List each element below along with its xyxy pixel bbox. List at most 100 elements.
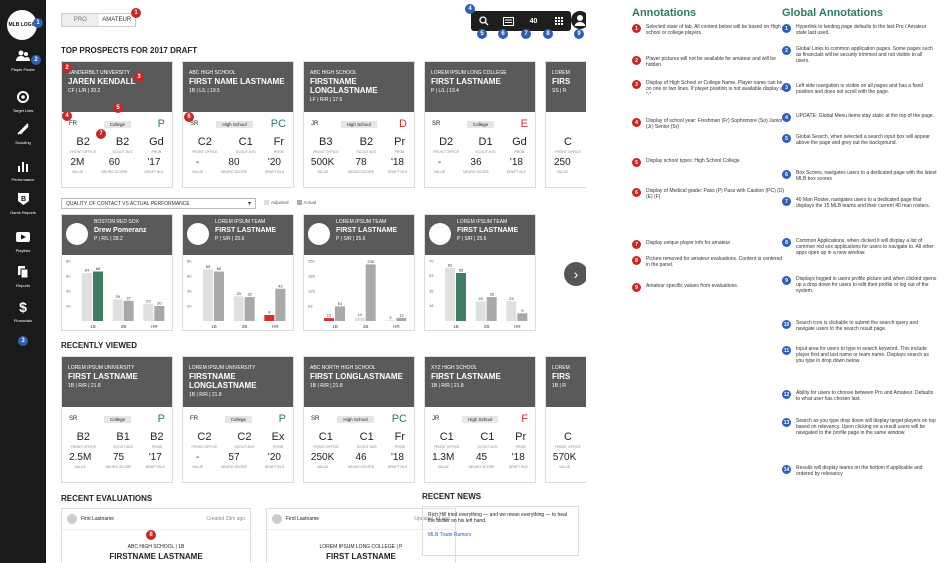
news-link[interactable]: MLB Trade Rumors: [428, 532, 472, 538]
prospect-card[interactable]: ABC HIGH SCHOOL FIRST NAME LASTNAME 1B | L…: [182, 61, 294, 188]
scout-avatar: [272, 514, 282, 524]
profile-avatar[interactable]: [571, 11, 586, 29]
tab-amateur[interactable]: AMATEUR: [98, 14, 135, 26]
prospect-card[interactable]: LOREM IPSUM LONG COLLEGE FIRST LASTNAME P …: [424, 61, 536, 188]
nav-player-finder[interactable]: Player Finder 2: [0, 47, 46, 72]
roster-icon[interactable]: 40: [529, 17, 538, 25]
prospect-card[interactable]: VANDERBILT UNIVERSITY JAREN KENDALL CF | L…: [61, 61, 173, 188]
player-name[interactable]: FIRSTNAME LONGLASTNAME: [310, 77, 378, 95]
performance-card[interactable]: LOREM IPSUM TEAM FIRST LASTNAME P | S/R | …: [182, 214, 294, 331]
grade-label: SCOUT AVG: [356, 445, 377, 449]
metric-label: VALUE: [316, 170, 329, 174]
metric-label: DRAFT BLS: [264, 465, 285, 469]
player-name[interactable]: FIRST LASTNAME: [431, 77, 501, 86]
nav-performance[interactable]: Performance: [0, 157, 46, 182]
nav-scouting[interactable]: Scouting: [0, 120, 46, 145]
nav-financials[interactable]: $ Financials: [0, 298, 46, 323]
chart-metric-select[interactable]: QUALITY OF CONTACT VS ACTUAL PERFORMANCE…: [61, 198, 256, 209]
annotation-badge: 1: [33, 18, 43, 28]
prospect-card[interactable]: ABC NORTH HIGH SCHOOL FIRST LONGLASTNAME 1…: [303, 356, 415, 483]
annotation-item: 3 Left side navigation is visible on all …: [782, 83, 937, 95]
evaluation-grades: C2 FRONT OFFICE C2 SCOUT AVG Ex PROB: [183, 431, 293, 449]
player-name[interactable]: FIRST LASTNAME: [215, 227, 277, 234]
player-meta: P | S/R | 25.6: [215, 236, 245, 242]
evaluation-card[interactable]: First Lastname Created 23m ago ABC HIGH SC…: [61, 508, 251, 563]
annotation-text: Ability for users to choose between Pro …: [796, 390, 934, 402]
grade-label: SCOUT AVG: [235, 150, 256, 154]
prospect-card[interactable]: LOREM IPSUM UNIVERSITY FIRSTNAME LONGLAST…: [182, 356, 294, 483]
data-label: 64: [85, 268, 90, 273]
player-name[interactable]: FIRST LONGLASTNAME: [310, 372, 403, 381]
card-header: LOREM IPSUM UNIVERSITY FIRSTNAME LONGLAST…: [183, 357, 293, 407]
grade-value: C1: [318, 431, 333, 443]
grade-cell: D1 SCOUT AVG: [476, 136, 496, 154]
users-icon: [0, 47, 46, 65]
metric-value: 1.3M: [432, 452, 455, 463]
player-meta: P | S/R | 25.6: [336, 236, 366, 242]
grade-cell: D2 FRONT OFFICE: [433, 136, 459, 154]
grade-label: SCOUT AVG: [234, 445, 255, 449]
grade-label: FRONT OFFICE: [312, 150, 339, 154]
player-name[interactable]: Drew Pomeranz: [94, 227, 147, 234]
annotation-item: 9 Amateur specific values from evaluation…: [632, 283, 787, 292]
annotation-item: 8 Common Applications, when clicked it wi…: [782, 238, 937, 256]
evaluation-card[interactable]: First Lastname Updated 1d ago LOREM IPSUM …: [266, 508, 456, 563]
search-icon[interactable]: [476, 16, 492, 26]
bar-1B-actual: [214, 271, 224, 321]
team-name: LOREM IPSUM TEAM: [336, 219, 387, 225]
grade-cell: B2 PROB: [150, 431, 163, 449]
player-name[interactable]: FIRST LASTNAME: [431, 372, 501, 381]
annotation-badge: 7: [96, 129, 106, 139]
annotation-text: Input area for users to type in search k…: [796, 346, 929, 364]
player-name[interactable]: FIRSTNAME LONGLASTNAME: [189, 372, 257, 390]
nav-game-reports[interactable]: B Game Reports: [0, 190, 46, 215]
player-name[interactable]: FIRST LASTNAME: [336, 227, 398, 234]
pro-amateur-toggle[interactable]: PRO AMATEUR: [61, 13, 136, 27]
player-name[interactable]: FIRST LASTNAME: [457, 227, 519, 234]
data-label: 9: [521, 308, 524, 313]
prospect-card[interactable]: ABC HIGH SCHOOL FIRSTNAME LONGLASTNAME LF …: [303, 61, 415, 188]
metric-cell: 250 VALUE: [554, 157, 571, 174]
nav-reports[interactable]: Reports: [0, 263, 46, 288]
performance-card[interactable]: LOREM IPSUM TEAM FIRST LASTNAME P | S/R | …: [424, 214, 536, 331]
player-name[interactable]: JAREN KENDALL: [68, 77, 136, 86]
school-year: JR: [311, 121, 319, 127]
player-meta: 1B | R/R | 21.8: [310, 383, 343, 389]
metric-label: VALUE: [556, 170, 568, 174]
next-circle-button[interactable]: ›: [564, 262, 586, 286]
data-label: 62: [448, 262, 453, 267]
value-metrics: 250VALUENEURO SCOREDRAFT BLS: [546, 157, 586, 174]
performance-card[interactable]: LOREM IPSUM TEAM FIRST LASTNAME P | S/R | …: [303, 214, 415, 331]
nav-playlists[interactable]: Playlists: [0, 228, 46, 253]
metric-value: 45: [475, 452, 488, 463]
evaluation-grades: C1 FRONT OFFICE C1 SCOUT AVG Pr PROB: [425, 431, 535, 449]
player-name[interactable]: FIRS: [552, 372, 571, 381]
nav-target-lists[interactable]: Target Lists: [0, 88, 46, 113]
player-name[interactable]: FIRST NAME LASTNAME: [189, 77, 285, 86]
news-card[interactable]: Rich Hill tried everything — and we mean…: [422, 506, 579, 556]
eval-player[interactable]: FIRSTNAME LASTNAME: [109, 552, 203, 561]
prospect-card[interactable]: LOREM IPSUM UNIVERSITY FIRST LASTNAME 1B |…: [61, 356, 173, 483]
nav-label: Scouting: [15, 140, 31, 145]
prospect-card[interactable]: XYZ HIGH SCHOOL FIRST LASTNAME 1B | R/R | …: [424, 356, 536, 483]
card-header: LOREM IPSUM TEAM FIRST LASTNAME P | S/R | …: [304, 215, 414, 255]
grade-label: PROB: [394, 150, 405, 154]
annotation-item: 14 Results will display teams on the bott…: [782, 465, 937, 477]
metric-cell: 75 NEURO SCORE: [105, 452, 131, 469]
metric-value: '17: [147, 157, 161, 168]
metric-cell: - VALUE: [192, 452, 203, 469]
box-scores-icon[interactable]: [501, 16, 517, 26]
apps-grid-icon[interactable]: [551, 17, 567, 25]
metric-label: NEURO SCORE: [348, 465, 375, 469]
tab-pro[interactable]: PRO: [62, 14, 99, 26]
eval-player[interactable]: FIRST LASTNAME: [326, 552, 396, 561]
player-name[interactable]: FIRST LASTNAME: [68, 372, 138, 381]
team-logo[interactable]: MLB LOGO: [7, 10, 37, 40]
player-name[interactable]: FIRS: [552, 77, 571, 86]
y-tick-label: 80: [66, 259, 71, 264]
performance-card[interactable]: BOSTON RED SOX Drew Pomeranz P | R/L | 28.…: [61, 214, 173, 331]
annotation-item: 10 Search icon is clickable to submit the…: [782, 320, 937, 332]
metric-label: DRAFT BLS: [506, 170, 527, 174]
